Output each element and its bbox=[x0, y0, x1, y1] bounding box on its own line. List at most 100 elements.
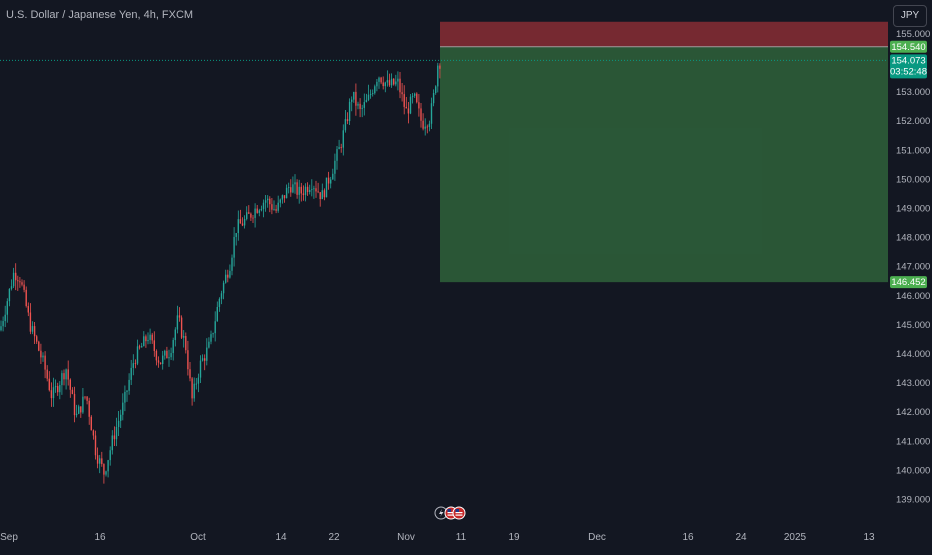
time-tick-label: 16 bbox=[94, 532, 106, 543]
candle-down bbox=[290, 187, 292, 193]
time-axis[interactable]: Sep 16 Oct 14 22 Nov 11 19 Dec 16 24 2025 13 bbox=[0, 532, 875, 543]
currency-button[interactable]: JPY bbox=[893, 5, 927, 27]
candle-up bbox=[212, 333, 214, 335]
candle-up bbox=[193, 383, 195, 399]
candle-up bbox=[365, 99, 368, 103]
candle-up bbox=[82, 396, 84, 413]
candle-up bbox=[313, 188, 315, 190]
candle-down bbox=[25, 289, 27, 307]
stop-loss-zone[interactable] bbox=[440, 21, 888, 47]
candle-down bbox=[92, 430, 95, 436]
chart-title: U.S. Dollar / Japanese Yen, 4h, FXCM bbox=[6, 9, 194, 21]
candle-up bbox=[233, 236, 235, 258]
flag-icon-stripe bbox=[455, 514, 463, 516]
candle-up bbox=[31, 326, 34, 332]
candle-down bbox=[420, 108, 422, 121]
price-tick-label: 142.000 bbox=[896, 407, 930, 418]
candle-up bbox=[99, 458, 101, 464]
time-tick-label: 16 bbox=[682, 532, 694, 543]
candle-down bbox=[269, 198, 271, 205]
candle-down bbox=[86, 396, 88, 401]
candle-down bbox=[33, 326, 36, 337]
candle-down bbox=[84, 396, 86, 398]
candle-up bbox=[372, 93, 374, 94]
candle-down bbox=[416, 93, 418, 103]
candle-up bbox=[172, 340, 174, 354]
candle-up bbox=[162, 355, 164, 364]
candle-up bbox=[120, 414, 122, 421]
candle-up bbox=[311, 189, 313, 191]
current-price-badge-text: 154.073 bbox=[891, 55, 925, 66]
candle-up bbox=[164, 350, 166, 356]
candle-down bbox=[48, 378, 50, 391]
candle-up bbox=[128, 379, 130, 391]
candle-up bbox=[267, 198, 269, 201]
candle-down bbox=[393, 78, 395, 85]
us-flag-icon[interactable] bbox=[452, 506, 466, 520]
candle-down bbox=[319, 192, 321, 200]
price-tick-label: 146.000 bbox=[896, 291, 930, 302]
candle-down bbox=[27, 306, 29, 313]
candles bbox=[0, 62, 441, 484]
candle-down bbox=[300, 186, 302, 194]
candle-up bbox=[304, 186, 307, 195]
time-tick-label: Dec bbox=[588, 532, 606, 543]
time-tick-label: 2025 bbox=[784, 532, 807, 543]
candle-down bbox=[189, 369, 191, 379]
candle-down bbox=[241, 223, 244, 226]
candle-down bbox=[275, 209, 277, 211]
candle-down bbox=[90, 416, 92, 431]
current-price-badge-text: 03:52:48 bbox=[890, 66, 927, 77]
event-markers[interactable] bbox=[434, 506, 466, 520]
price-tick-label: 147.000 bbox=[896, 262, 930, 273]
candle-down bbox=[327, 177, 330, 184]
flag-icon-stripe bbox=[455, 512, 463, 514]
candle-up bbox=[59, 385, 61, 393]
candle-up bbox=[357, 103, 359, 106]
candle-down bbox=[401, 92, 403, 95]
candle-down bbox=[256, 208, 258, 213]
candle-up bbox=[378, 77, 380, 82]
time-tick-label: 24 bbox=[735, 532, 747, 543]
candle-up bbox=[348, 101, 351, 122]
candle-down bbox=[23, 284, 25, 290]
candle-up bbox=[428, 123, 431, 127]
candle-down bbox=[296, 182, 298, 195]
candle-down bbox=[69, 379, 71, 390]
candle-up bbox=[254, 208, 256, 218]
candle-up bbox=[351, 99, 353, 102]
price-axis[interactable]: 139.000 140.000 141.000 142.000 143.000 144.0… bbox=[896, 29, 930, 506]
candle-up bbox=[384, 82, 386, 87]
candle-up bbox=[409, 96, 412, 114]
candle-down bbox=[180, 317, 183, 338]
candle-up bbox=[229, 270, 231, 278]
price-tick-label: 150.000 bbox=[896, 174, 930, 185]
candle-up bbox=[376, 81, 378, 87]
candle-down bbox=[15, 272, 17, 281]
candle-down bbox=[306, 186, 309, 193]
take-profit-zone[interactable] bbox=[440, 46, 888, 283]
candle-down bbox=[248, 212, 250, 214]
candle-up bbox=[12, 272, 15, 287]
position-zones bbox=[440, 21, 888, 283]
candle-up bbox=[361, 107, 363, 109]
candle-up bbox=[4, 314, 6, 322]
candle-down bbox=[283, 195, 286, 199]
candle-up bbox=[336, 149, 338, 161]
candle-up bbox=[149, 334, 151, 340]
candle-up bbox=[246, 212, 248, 219]
price-tick-label: 155.000 bbox=[896, 29, 930, 40]
candle-down bbox=[388, 80, 391, 86]
price-tick-label: 152.000 bbox=[896, 116, 930, 127]
candle-down bbox=[151, 334, 153, 341]
candle-up bbox=[124, 391, 126, 403]
candle-up bbox=[176, 315, 179, 330]
candle-up bbox=[325, 177, 328, 198]
candle-up bbox=[147, 339, 149, 342]
candle-up bbox=[321, 190, 323, 200]
candle-down bbox=[355, 91, 357, 106]
flag-icon-canton bbox=[455, 509, 459, 512]
candle-down bbox=[38, 341, 40, 351]
